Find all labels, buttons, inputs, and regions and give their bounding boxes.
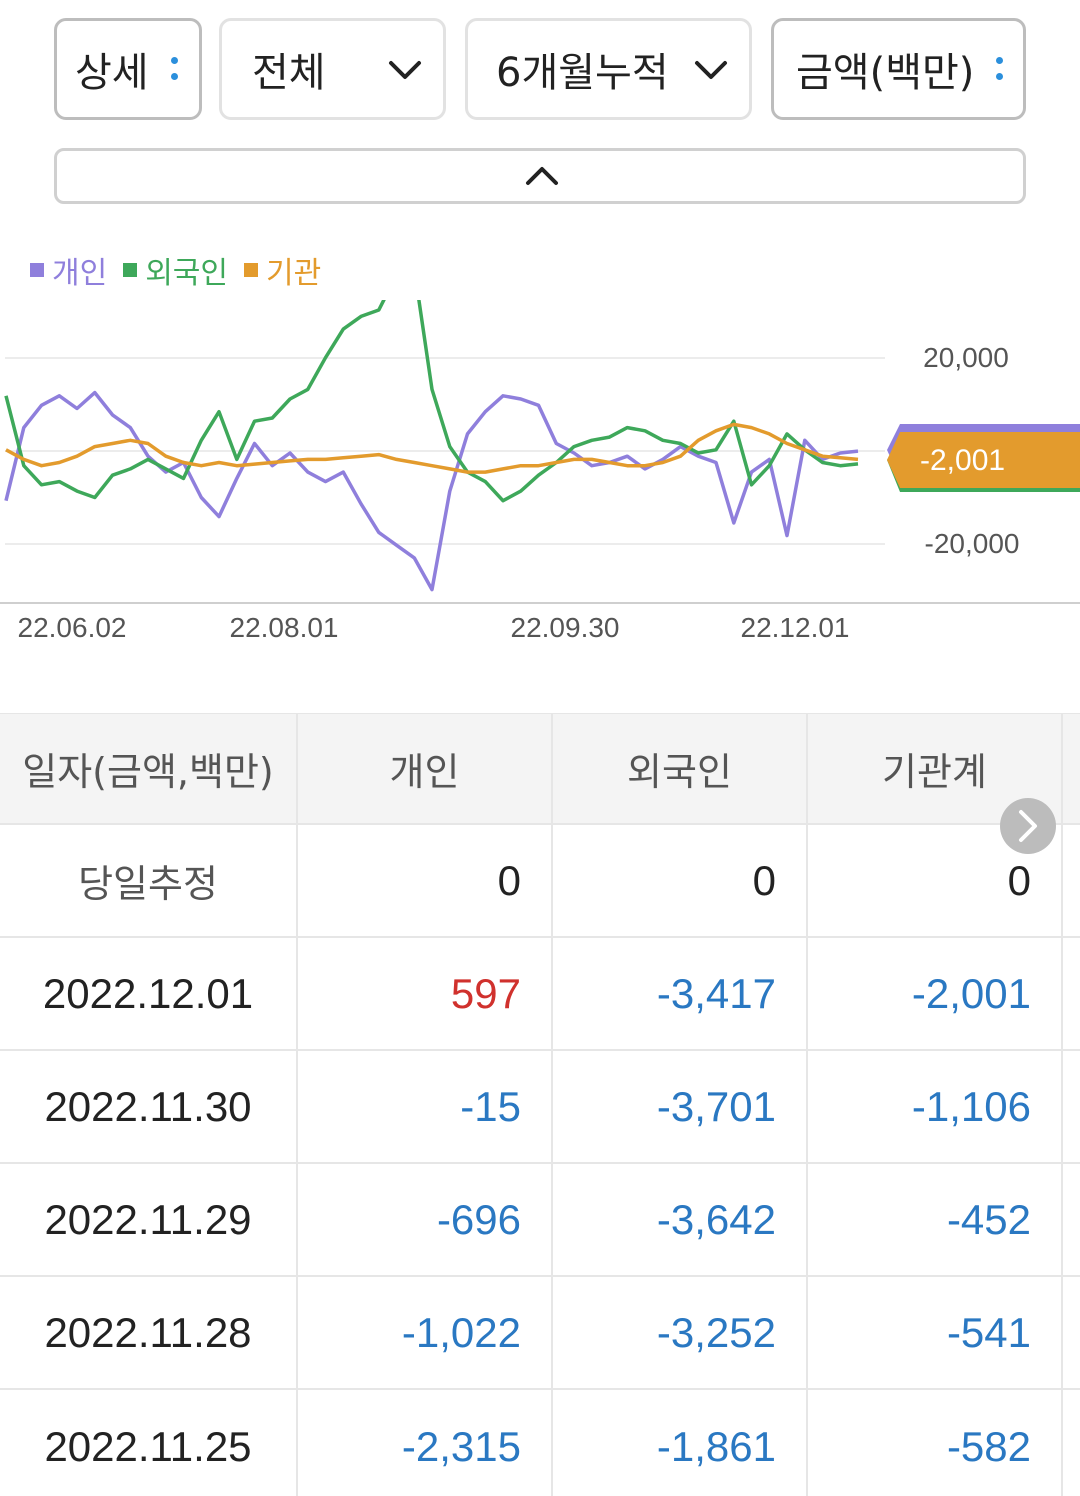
legend-item-foreign: 외국인 (123, 248, 228, 292)
legend-swatch (123, 263, 138, 277)
table-row: 2022.11.28 -1,022 -3,252 -541 (0, 1277, 1080, 1390)
x-tick-label: 22.09.30 (511, 612, 620, 643)
table-row-today: 당일추정 0 0 0 (0, 825, 1080, 938)
cell-foreign: -1,861 (553, 1390, 808, 1496)
cell-institution: -582 (808, 1390, 1063, 1496)
cell-individual: -15 (298, 1051, 553, 1162)
table-row: 2022.11.29 -696 -3,642 -452 (0, 1164, 1080, 1277)
cell-individual: -696 (298, 1164, 553, 1275)
chevron-up-icon (526, 167, 558, 185)
investor-line-chart[interactable]: 20,000 -20,000 22.06.02 22.08.01 22.09.3… (0, 300, 1080, 660)
header-individual: 개인 (298, 714, 553, 823)
kebab-icon (171, 57, 178, 87)
unit-filter-label: 금액(백만) (796, 50, 975, 96)
investor-table: 일자(금액,백만) 개인 외국인 기관계 당일추정 0 0 0 2022.12.… (0, 713, 1080, 1496)
cell-foreign: -3,417 (553, 938, 808, 1049)
kebab-icon (996, 57, 1003, 87)
cell-foreign: 0 (553, 825, 808, 936)
legend-swatch (30, 263, 44, 277)
period-dropdown-label: 6개월누적 (496, 50, 669, 96)
table-row: 2022.12.01 597 -3,417 -2,001 (0, 938, 1080, 1051)
scope-dropdown[interactable]: 전체 (219, 18, 446, 120)
header-institution: 기관계 (808, 714, 1063, 823)
detail-filter-button[interactable]: 상세 (54, 18, 202, 120)
period-dropdown[interactable]: 6개월누적 (465, 18, 752, 120)
table-row: 2022.11.30 -15 -3,701 -1,106 (0, 1051, 1080, 1164)
collapse-chart-button[interactable] (54, 148, 1026, 204)
cell-institution: -541 (808, 1277, 1063, 1388)
legend-item-individual: 개인 (30, 248, 107, 292)
x-tick-label: 22.08.01 (230, 612, 339, 643)
cell-institution: 0 (808, 825, 1063, 936)
cell-institution: -452 (808, 1164, 1063, 1275)
y-tick-label: -20,000 (925, 528, 1020, 559)
cell-foreign: -3,642 (553, 1164, 808, 1275)
cell-foreign: -3,252 (553, 1277, 808, 1388)
current-value-tag-institution (887, 432, 1080, 488)
chevron-right-icon (1019, 810, 1037, 842)
detail-filter-label: 상세 (75, 50, 149, 96)
cell-individual: 0 (298, 825, 553, 936)
row-date: 2022.12.01 (0, 938, 298, 1049)
cell-individual: 597 (298, 938, 553, 1049)
legend-label: 외국인 (145, 256, 229, 291)
chevron-down-icon (389, 61, 421, 79)
unit-filter-button[interactable]: 금액(백만) (771, 18, 1026, 120)
table-row: 2022.11.25 -2,315 -1,861 -582 (0, 1390, 1080, 1496)
series-line-institution (5, 422, 859, 474)
series-line-foreign (4, 300, 859, 503)
row-date: 2022.11.25 (0, 1390, 298, 1496)
cell-foreign: -3,701 (553, 1051, 808, 1162)
series-line-individual (4, 390, 859, 592)
legend-label: 기관 (266, 256, 322, 291)
x-tick-label: 22.12.01 (741, 612, 850, 643)
legend-swatch (244, 263, 259, 277)
scroll-right-button[interactable] (1000, 798, 1056, 854)
scope-dropdown-label: 전체 (252, 50, 326, 96)
header-date: 일자(금액,백만) (0, 714, 298, 823)
current-value-label: -2,001 (920, 444, 1005, 477)
row-date: 2022.11.30 (0, 1051, 298, 1162)
y-tick-label: 20,000 (923, 342, 1009, 373)
cell-institution: -2,001 (808, 938, 1063, 1049)
cell-institution: -1,106 (808, 1051, 1063, 1162)
table-header-row: 일자(금액,백만) 개인 외국인 기관계 (0, 713, 1080, 825)
cell-individual: -1,022 (298, 1277, 553, 1388)
row-date: 2022.11.29 (0, 1164, 298, 1275)
legend-item-institution: 기관 (244, 248, 321, 292)
header-foreign: 외국인 (553, 714, 808, 823)
cell-individual: -2,315 (298, 1390, 553, 1496)
legend-label: 개인 (52, 256, 108, 291)
x-tick-label: 22.06.02 (18, 612, 127, 643)
row-date: 2022.11.28 (0, 1277, 298, 1388)
chevron-down-icon (695, 61, 727, 79)
row-label: 당일추정 (0, 825, 298, 936)
chart-legend: 개인 외국인 기관 (30, 248, 337, 292)
